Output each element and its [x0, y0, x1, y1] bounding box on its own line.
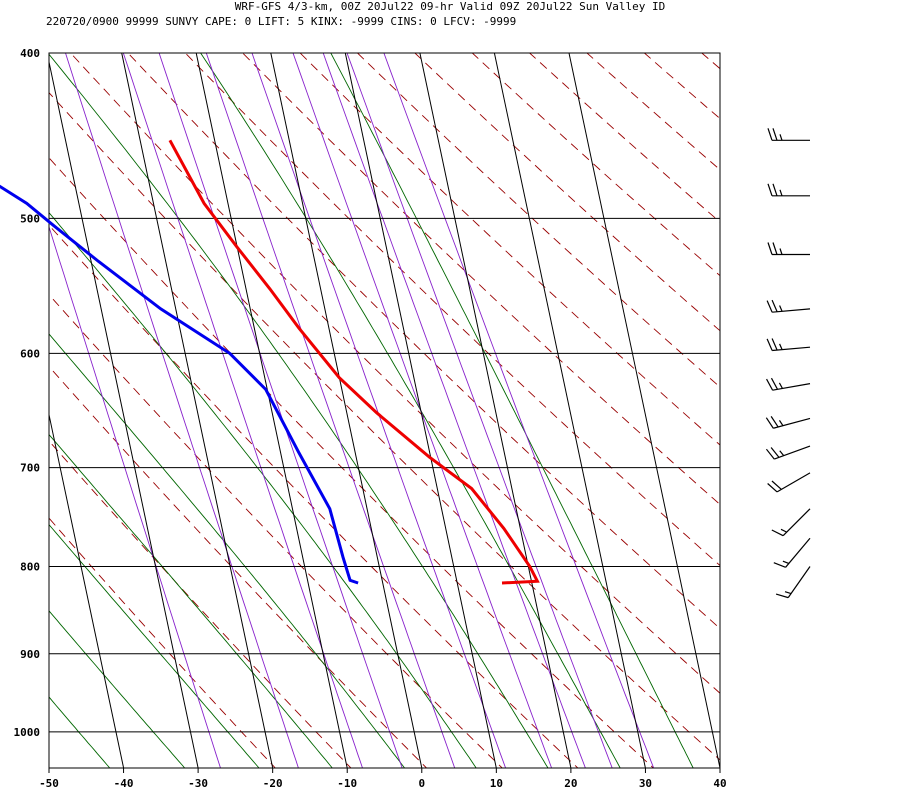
wind-barb — [773, 537, 811, 568]
temperature-tick-label: -30 — [188, 777, 208, 790]
wind-barb — [767, 128, 810, 141]
wind-barbs — [765, 128, 811, 599]
temperature-tick-label: 0 — [418, 777, 425, 790]
dry-adiabat — [643, 53, 720, 120]
temperature-tick-label: 10 — [490, 777, 503, 790]
temperature-tick-label: -10 — [337, 777, 357, 790]
wind-barb — [766, 377, 811, 391]
indices-line: 220720/0900 99999 SUNVY CAPE: 0 LIFT: 5 … — [46, 15, 516, 28]
wind-barb — [767, 242, 810, 256]
wind-barb — [771, 508, 811, 537]
moist-adiabat — [49, 53, 549, 768]
chart-title: WRF-GFS 4/3-km, 00Z 20Jul22 09-hr Valid … — [235, 0, 665, 13]
isotherm — [344, 53, 497, 768]
isotherm — [121, 53, 274, 768]
dry-adiabat — [701, 53, 720, 70]
wind-barb — [767, 472, 811, 493]
temperature-tick-label: 40 — [713, 777, 726, 790]
wind-barb — [765, 416, 811, 429]
moist-adiabat — [330, 53, 694, 768]
temperature-tick-label: -50 — [39, 777, 59, 790]
moist-adiabat — [200, 53, 621, 768]
isotherm — [419, 53, 572, 768]
dry-adiabat — [356, 53, 720, 388]
pressure-tick-label: 700 — [20, 462, 40, 475]
pressure-tick-label: 500 — [20, 212, 40, 225]
mixing-ratio-line — [65, 53, 299, 768]
dry-adiabat — [49, 517, 276, 768]
dry-adiabat — [414, 53, 720, 332]
temperature-tick-label: -40 — [114, 777, 134, 790]
axis-ticks: 400 500 600 700 800 900 1000 -50 -40 -30 -20 -10 0 10… — [14, 47, 727, 790]
moist-adiabat — [49, 433, 333, 768]
isotherm — [568, 53, 720, 768]
dry-adiabat — [471, 53, 720, 277]
temperature-tick-label: 30 — [639, 777, 652, 790]
isotherm — [270, 53, 423, 768]
wind-barb — [765, 445, 811, 460]
pressure-tick-label: 400 — [20, 47, 40, 60]
wind-barb — [775, 566, 811, 599]
dry-adiabat — [69, 53, 720, 694]
wind-barb — [766, 299, 811, 313]
pressure-tick-label: 600 — [20, 347, 40, 360]
dry-adiabat — [299, 53, 720, 446]
wind-barb — [767, 183, 810, 197]
dry-adiabat — [528, 53, 720, 223]
plot-frame — [48, 52, 721, 769]
dewpoint-line — [0, 184, 359, 585]
isotherm — [493, 53, 646, 768]
temperature-tick-label: -20 — [263, 777, 283, 790]
moist-adiabat — [49, 696, 111, 768]
pressure-tick-label: 1000 — [14, 726, 41, 739]
dry-adiabat — [242, 53, 720, 506]
isotherm — [49, 59, 199, 768]
dry-adiabat — [586, 53, 720, 171]
moist-adiabat — [49, 610, 186, 768]
dry-adiabat — [49, 224, 579, 768]
temperature-line — [168, 139, 540, 585]
sounding-profiles — [0, 139, 540, 585]
mixing-ratio-line — [49, 225, 221, 768]
pressure-tick-label: 900 — [20, 648, 40, 661]
pressure-tick-label: 800 — [20, 561, 40, 574]
moist-adiabat — [49, 211, 477, 768]
temperature-tick-label: 20 — [564, 777, 577, 790]
dry-adiabat — [49, 91, 720, 761]
isotherm — [49, 412, 125, 768]
mixing-ratio-line — [322, 53, 586, 768]
wind-barb — [766, 338, 811, 352]
isotherm — [195, 53, 348, 768]
dry-adiabat — [49, 365, 428, 768]
moist-adiabat — [49, 523, 260, 768]
